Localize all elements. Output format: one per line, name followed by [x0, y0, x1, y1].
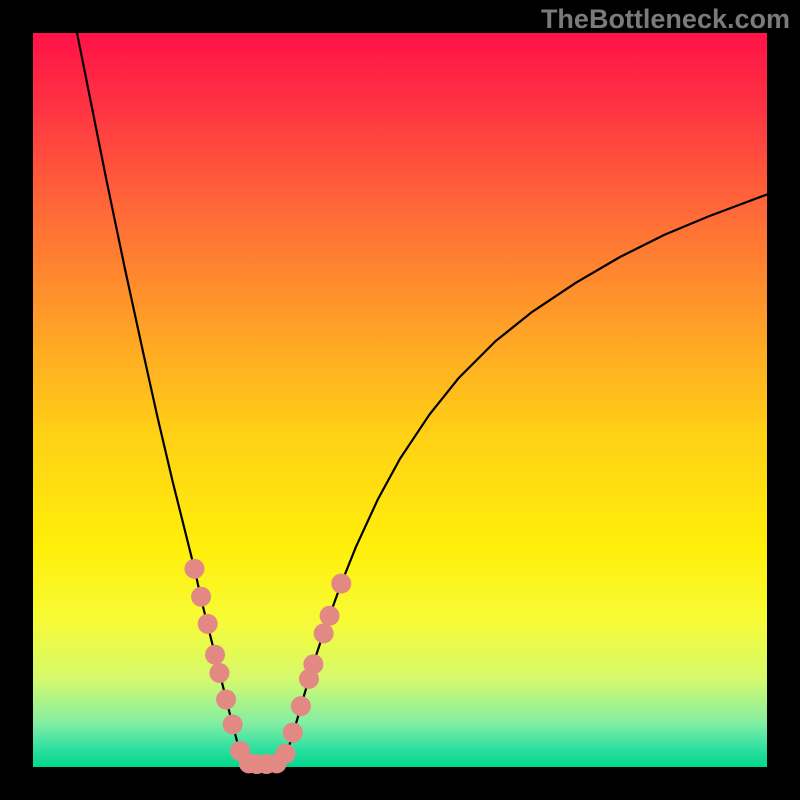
data-marker: [191, 587, 211, 607]
data-marker: [223, 714, 243, 734]
data-marker: [216, 689, 236, 709]
plot-background-gradient: [33, 33, 767, 767]
data-marker: [184, 559, 204, 579]
data-marker: [276, 744, 296, 764]
data-marker: [283, 723, 303, 743]
data-marker: [209, 663, 229, 683]
data-marker: [291, 696, 311, 716]
data-marker: [331, 574, 351, 594]
data-marker: [314, 623, 334, 643]
bottleneck-chart-svg: [0, 0, 800, 800]
data-marker: [303, 654, 323, 674]
data-marker: [320, 606, 340, 626]
data-marker: [205, 645, 225, 665]
watermark-text: TheBottleneck.com: [541, 4, 790, 35]
data-marker: [198, 614, 218, 634]
chart-container: TheBottleneck.com: [0, 0, 800, 800]
